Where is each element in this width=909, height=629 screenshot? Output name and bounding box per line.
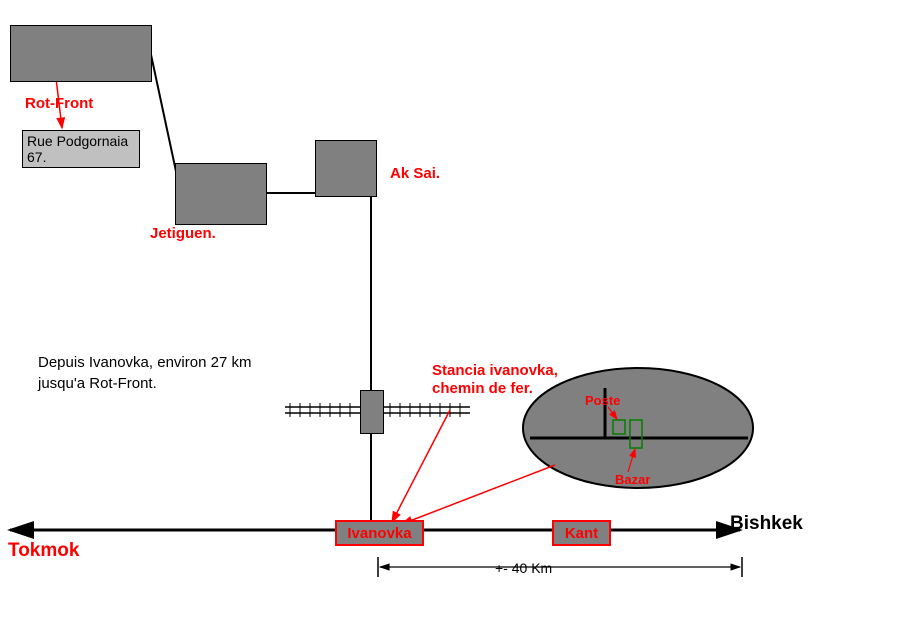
- bishkek-label: Bishkek: [730, 513, 803, 535]
- poste-label: Poste: [585, 393, 620, 408]
- bazar-marker: [630, 420, 642, 448]
- jetiguen-block: [175, 163, 267, 225]
- arrow-poste: [608, 407, 617, 419]
- km40-label: +- 40 Km: [495, 560, 552, 576]
- bazar-label: Bazar: [615, 472, 650, 487]
- address-text: Rue Podgornaia 67.: [27, 133, 128, 165]
- aksai-block: [315, 140, 377, 197]
- arrow-ellipse: [402, 465, 555, 524]
- arrow-stancia: [392, 410, 450, 522]
- kant-box: Kant: [552, 520, 611, 546]
- map-diagram: { "canvas": { "width": 909, "height": 62…: [0, 0, 909, 629]
- tokmok-label: Tokmok: [8, 540, 79, 562]
- rotfront-block: [10, 25, 152, 82]
- arrow-bazar: [628, 449, 635, 472]
- aksai-label: Ak Sai.: [390, 165, 440, 182]
- ivanovka-box: Ivanovka: [335, 520, 424, 546]
- kant-label: Kant: [565, 525, 598, 542]
- rotfront-road-1: [150, 50, 165, 120]
- jetiguen-label: Jetiguen.: [150, 225, 216, 242]
- ivanovka-label: Ivanovka: [347, 525, 411, 542]
- depuis-text: Depuis Ivanovka, environ 27 km jusqu'a R…: [38, 352, 251, 394]
- station-block: [360, 390, 384, 434]
- address-box: Rue Podgornaia 67.: [22, 130, 140, 168]
- stancia-label: Stancia ivanovka, chemin de fer.: [432, 362, 558, 398]
- rotfront-label: Rot-Front: [25, 95, 93, 112]
- poste-marker: [613, 420, 625, 434]
